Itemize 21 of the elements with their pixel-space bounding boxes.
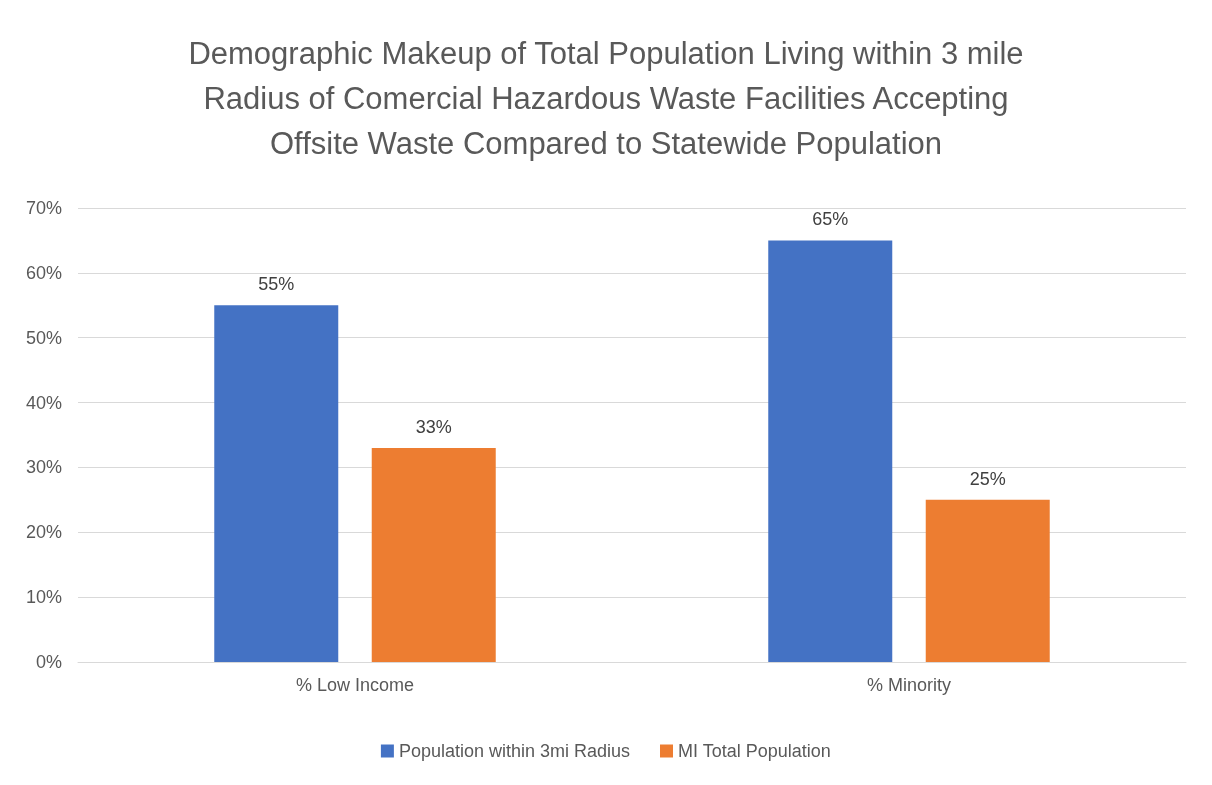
legend-label: MI Total Population	[678, 741, 831, 761]
y-tick-label: 20%	[25, 522, 62, 543]
y-tick-label: 70%	[25, 198, 62, 218]
y-tick-label: 10%	[25, 587, 62, 608]
y-tick-label: 30%	[25, 457, 62, 478]
y-tick-label: 50%	[25, 327, 62, 348]
y-tick-label: 60%	[25, 262, 62, 283]
bar	[214, 305, 339, 662]
data-label: 55%	[258, 274, 295, 295]
bar	[768, 240, 893, 662]
legend-label: Population within 3mi Radius	[398, 741, 631, 761]
bar	[925, 499, 1050, 662]
y-tick-label: 0%	[35, 652, 62, 672]
x-tick-label: % Minority	[866, 675, 952, 695]
chart-title: Demographic Makeup of Total Population Living within 3 mile Radius of Comercial Hazardous Waste Facilities Accepting Offsite Waste Compared to Statewide Population	[188, 36, 1024, 161]
bar	[371, 447, 496, 662]
data-label: 33%	[415, 416, 452, 437]
data-label: 65%	[812, 209, 849, 230]
x-tick-label: % Low Income	[295, 675, 415, 695]
data-label: 25%	[969, 468, 1006, 489]
y-tick-label: 40%	[25, 392, 62, 413]
